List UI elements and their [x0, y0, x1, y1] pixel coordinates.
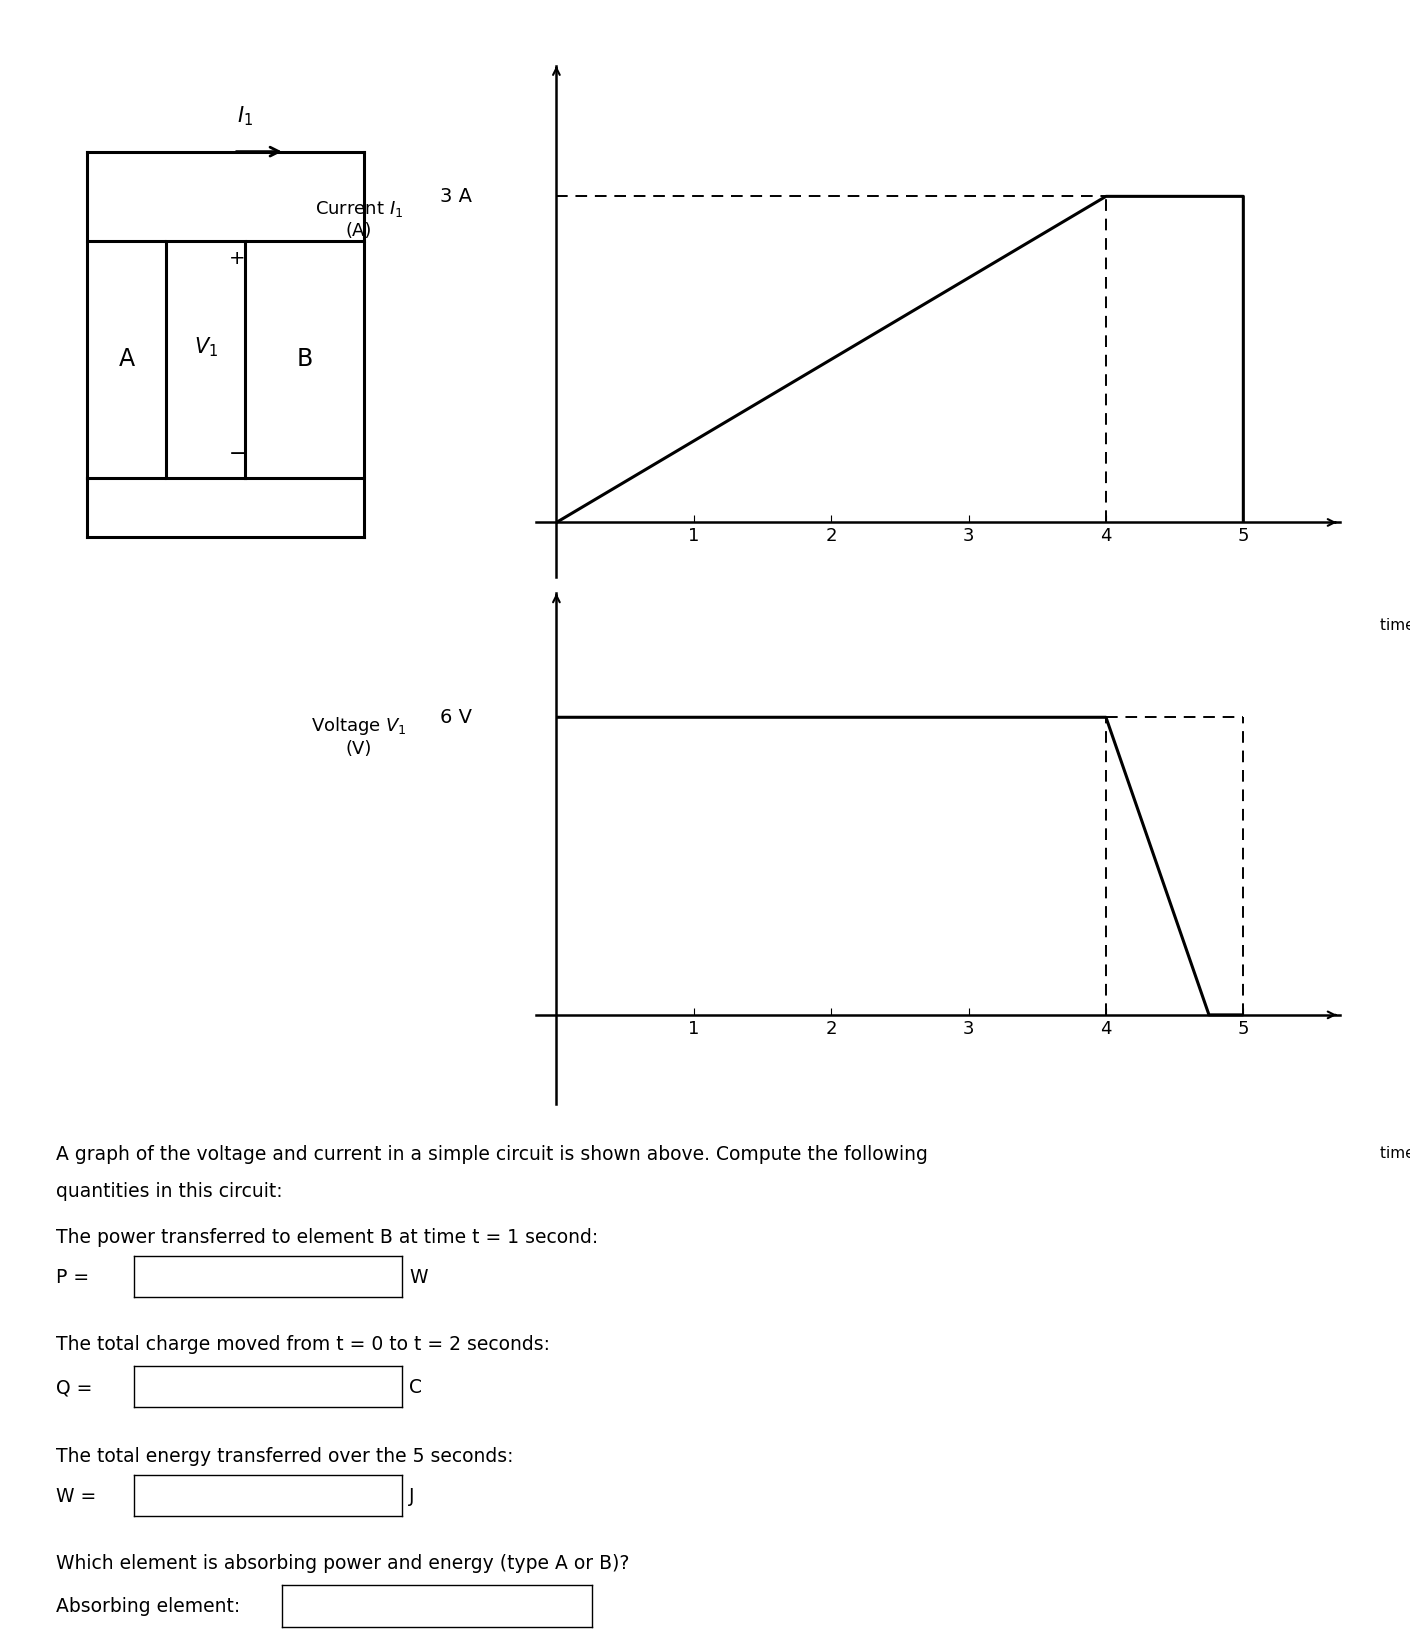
Text: +: +: [230, 249, 245, 269]
Text: $V_1$: $V_1$: [193, 336, 219, 359]
Text: C: C: [409, 1378, 422, 1398]
Text: J: J: [409, 1486, 415, 1506]
Text: Q =: Q =: [56, 1378, 93, 1398]
Text: W: W: [409, 1267, 427, 1287]
Text: Absorbing element:: Absorbing element:: [56, 1597, 241, 1617]
Text: The total energy transferred over the 5 seconds:: The total energy transferred over the 5 …: [56, 1447, 513, 1467]
Text: time (seconds): time (seconds): [1379, 618, 1410, 633]
Text: time (seconds): time (seconds): [1379, 1145, 1410, 1160]
Text: $I_1$: $I_1$: [237, 104, 254, 129]
Text: B: B: [296, 348, 313, 371]
Text: Current $I_1$
(A): Current $I_1$ (A): [314, 199, 403, 239]
Text: P =: P =: [56, 1267, 89, 1287]
Text: Voltage $V_1$
(V): Voltage $V_1$ (V): [312, 715, 407, 758]
Text: The total charge moved from t = 0 to t = 2 seconds:: The total charge moved from t = 0 to t =…: [56, 1335, 550, 1355]
Text: −: −: [228, 445, 247, 465]
Text: 6 V: 6 V: [440, 707, 471, 727]
Text: A graph of the voltage and current in a simple circuit is shown above. Compute t: A graph of the voltage and current in a …: [56, 1145, 928, 1165]
Text: A: A: [118, 348, 135, 371]
Text: quantities in this circuit:: quantities in this circuit:: [56, 1182, 283, 1201]
Text: 3 A: 3 A: [440, 186, 471, 206]
Text: W =: W =: [56, 1486, 97, 1506]
Text: The power transferred to element B at time t = 1 second:: The power transferred to element B at ti…: [56, 1228, 599, 1248]
Text: Which element is absorbing power and energy (type A or B)?: Which element is absorbing power and ene…: [56, 1554, 630, 1574]
